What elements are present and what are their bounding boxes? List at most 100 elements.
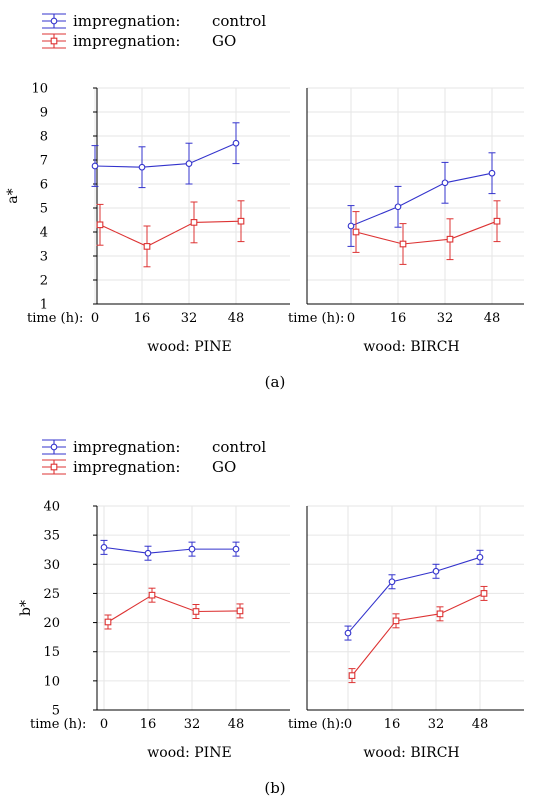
data-point [446,235,454,243]
data-point [148,591,156,599]
y-tick-label: 6 [40,178,48,193]
legend-prefix: impregnation: [73,438,180,456]
data-point [190,219,198,226]
panel-title: wood: PINE [147,339,231,355]
data-point [104,618,112,626]
data-point [347,222,355,230]
y-tick-label: 4 [40,226,48,241]
x-tick-label: 48 [228,311,245,326]
legend-item-go: impregnation: GO [42,32,236,50]
panel-title: wood: PINE [147,745,231,761]
x-tick-label: 48 [472,717,489,732]
series-line [355,220,498,245]
legend-item-go: impregnation: GO [42,458,236,476]
y-tick-label: 8 [40,130,48,145]
y-tick-label: 25 [43,587,60,602]
y-tick-label: 20 [43,616,60,631]
chart-b: b* 5 10 15 20 25 30 35 40 0 16 32 48 time (h): wood: P… [18,500,524,761]
panel-title: wood: BIRCH [363,745,459,761]
y-tick-label: 7 [40,154,48,169]
y-tick-label: 30 [43,558,60,573]
legend-marker [50,17,58,25]
data-point [493,217,501,225]
data-point [96,221,104,229]
x-tick-label: 32 [437,311,454,326]
series-line [347,556,481,634]
legend-item-control: impregnation: control [42,438,266,456]
x-tick-label: 0 [91,311,99,326]
series-control [100,539,240,561]
data-point [352,228,360,236]
legend-label: GO [212,458,236,476]
legend-prefix: impregnation: [73,458,180,476]
y-tick-label: 10 [43,674,60,689]
y-tick-label: 9 [40,106,48,121]
x-tick-label: 48 [228,717,245,732]
legend-label: GO [212,32,236,50]
legend-label: control [212,12,266,30]
series-control [347,152,496,247]
data-point [388,578,396,586]
data-point [236,607,244,615]
series-go [96,200,245,268]
y-tick-label: 15 [43,645,60,660]
y-axis-label: a* [5,188,21,203]
panel-title: wood: BIRCH [363,339,459,355]
figure-label-b: (b) [264,779,285,797]
legend-marker [50,37,58,45]
legend-label: control [212,438,266,456]
x-axis-label: time (h): [30,717,86,732]
data-point [476,553,484,561]
panel-birch: 0 16 32 48 time (h): wood: BIRCH [288,87,524,355]
series-line [351,592,485,676]
x-tick-label: 48 [484,311,501,326]
chart-a: a* 1 2 3 4 5 6 7 8 9 10 0 16 32 48 time (h): wood: PINE 0… [5,82,524,355]
data-point [436,610,444,618]
x-axis-label: time (h): [288,717,344,732]
legend-prefix: impregnation: [73,32,180,50]
data-point [232,139,240,147]
x-tick-label: 0 [100,717,108,732]
series-go [352,200,501,265]
legend-item-control: impregnation: control [42,12,266,30]
series-line [350,172,493,227]
series-control [344,549,484,641]
y-tick-label: 5 [52,704,60,719]
data-point [441,179,449,187]
x-tick-label: 0 [347,311,355,326]
x-tick-label: 0 [344,717,352,732]
data-point [432,567,440,575]
series-control [91,122,240,189]
y-tick-label: 5 [40,202,48,217]
legend-marker [50,463,58,471]
y-tick-label: 40 [43,500,60,515]
x-tick-label: 32 [428,717,445,732]
x-tick-label: 16 [140,717,157,732]
legend-a: impregnation: control impregnation: GO [42,12,266,50]
panel-birch: 0 16 32 48 time (h): wood: BIRCH [288,505,524,761]
y-tick-label: 35 [43,529,60,544]
y-tick-label: 3 [40,250,48,265]
data-point [392,617,400,625]
data-point [394,203,402,211]
figure-label-a: (a) [265,373,286,391]
y-tick-label: 10 [31,82,48,97]
data-point [348,672,356,679]
data-point [188,545,196,553]
legend-prefix: impregnation: [73,12,180,30]
series-line [103,546,236,554]
legend-b: impregnation: control impregnation: GO [42,438,266,476]
y-tick-label: 1 [40,298,48,313]
data-point [91,162,99,170]
data-point [144,549,152,557]
x-tick-label: 32 [181,311,198,326]
series-line [99,220,242,248]
data-point [138,163,146,171]
series-line [107,594,241,623]
x-tick-label: 16 [134,311,151,326]
data-point [232,545,240,553]
x-tick-label: 16 [384,717,401,732]
